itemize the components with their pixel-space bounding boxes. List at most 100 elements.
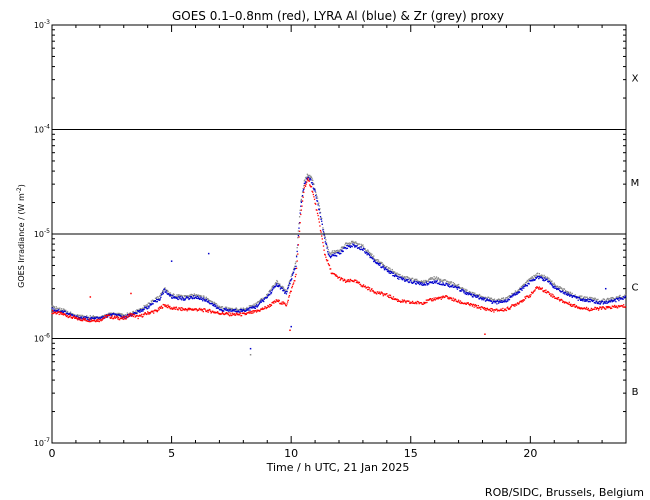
data-point xyxy=(192,297,194,299)
data-point xyxy=(548,291,550,294)
data-point xyxy=(295,256,298,258)
credit-text: ROB/SIDC, Brussels, Belgium xyxy=(485,486,644,499)
data-point xyxy=(623,296,625,298)
data-point xyxy=(379,291,381,293)
data-point xyxy=(389,294,392,296)
data-point xyxy=(593,299,595,302)
data-point xyxy=(196,297,198,299)
data-point xyxy=(267,305,270,307)
data-point xyxy=(225,313,227,315)
data-point xyxy=(551,284,553,286)
data-point xyxy=(64,310,66,313)
data-point xyxy=(422,303,425,305)
data-point xyxy=(415,301,417,304)
data-point xyxy=(150,300,152,302)
data-point xyxy=(69,314,71,316)
data-point xyxy=(218,312,221,315)
data-point xyxy=(265,296,267,298)
data-point xyxy=(542,290,544,292)
data-point xyxy=(614,306,616,308)
data-point xyxy=(171,294,173,296)
data-point xyxy=(355,281,358,284)
data-point xyxy=(413,281,415,284)
data-point xyxy=(228,312,230,314)
data-point xyxy=(475,305,477,308)
data-point xyxy=(594,297,596,299)
data-point xyxy=(383,269,386,271)
data-point xyxy=(300,205,302,207)
data-point xyxy=(288,283,290,286)
data-point xyxy=(289,280,292,282)
data-point xyxy=(100,320,102,322)
data-point xyxy=(148,307,150,309)
data-point xyxy=(551,296,554,298)
data-point xyxy=(325,259,328,261)
data-point xyxy=(61,310,63,312)
data-point xyxy=(66,310,69,313)
data-point xyxy=(178,297,181,299)
data-point xyxy=(84,317,86,320)
data-point xyxy=(133,314,136,316)
data-point xyxy=(354,245,356,247)
data-point xyxy=(384,268,386,270)
data-point xyxy=(594,298,597,300)
data-point xyxy=(520,288,523,290)
data-point xyxy=(507,298,509,300)
data-point xyxy=(585,296,587,298)
data-point xyxy=(570,303,572,306)
data-point xyxy=(373,291,375,293)
y-tick-label-base: 10 xyxy=(34,126,44,135)
data-point xyxy=(447,285,450,287)
data-point xyxy=(590,307,593,310)
data-point xyxy=(509,308,511,310)
data-point xyxy=(191,308,194,310)
data-point xyxy=(302,190,304,192)
data-point xyxy=(401,279,404,281)
data-point xyxy=(575,297,578,299)
data-point xyxy=(602,300,604,303)
data-point xyxy=(212,310,214,313)
data-point xyxy=(65,314,67,316)
data-point xyxy=(474,295,477,297)
data-point xyxy=(171,297,173,299)
data-point xyxy=(514,293,516,295)
data-point xyxy=(611,298,613,300)
data-point xyxy=(611,301,613,303)
data-point xyxy=(183,294,185,297)
data-point xyxy=(217,306,219,308)
data-point xyxy=(285,305,288,307)
data-point xyxy=(314,202,316,205)
data-point xyxy=(526,279,529,282)
data-point xyxy=(609,301,612,303)
data-point xyxy=(300,209,303,211)
data-point xyxy=(319,208,321,210)
data-point xyxy=(239,313,241,315)
data-point xyxy=(467,302,469,304)
data-point xyxy=(605,306,607,308)
data-point xyxy=(298,230,301,232)
y-axis-label: GOES Irradiance / (W m-2) xyxy=(16,184,26,288)
data-point xyxy=(501,297,503,300)
data-point xyxy=(54,311,57,313)
data-point xyxy=(553,287,555,289)
data-point xyxy=(228,315,231,317)
data-point xyxy=(448,284,450,286)
data-point xyxy=(496,300,499,302)
data-point xyxy=(357,282,359,284)
data-point xyxy=(275,301,277,303)
data-point xyxy=(323,249,325,251)
data-point xyxy=(565,291,567,293)
data-point xyxy=(338,251,340,253)
data-point xyxy=(311,182,313,184)
data-point xyxy=(543,280,545,282)
data-point xyxy=(542,290,545,293)
data-point xyxy=(532,280,534,282)
data-point xyxy=(96,319,98,321)
data-point xyxy=(388,294,390,296)
data-point xyxy=(233,309,236,311)
data-point xyxy=(79,314,81,316)
data-point xyxy=(538,275,541,278)
data-point xyxy=(227,309,229,311)
data-point xyxy=(518,303,520,305)
